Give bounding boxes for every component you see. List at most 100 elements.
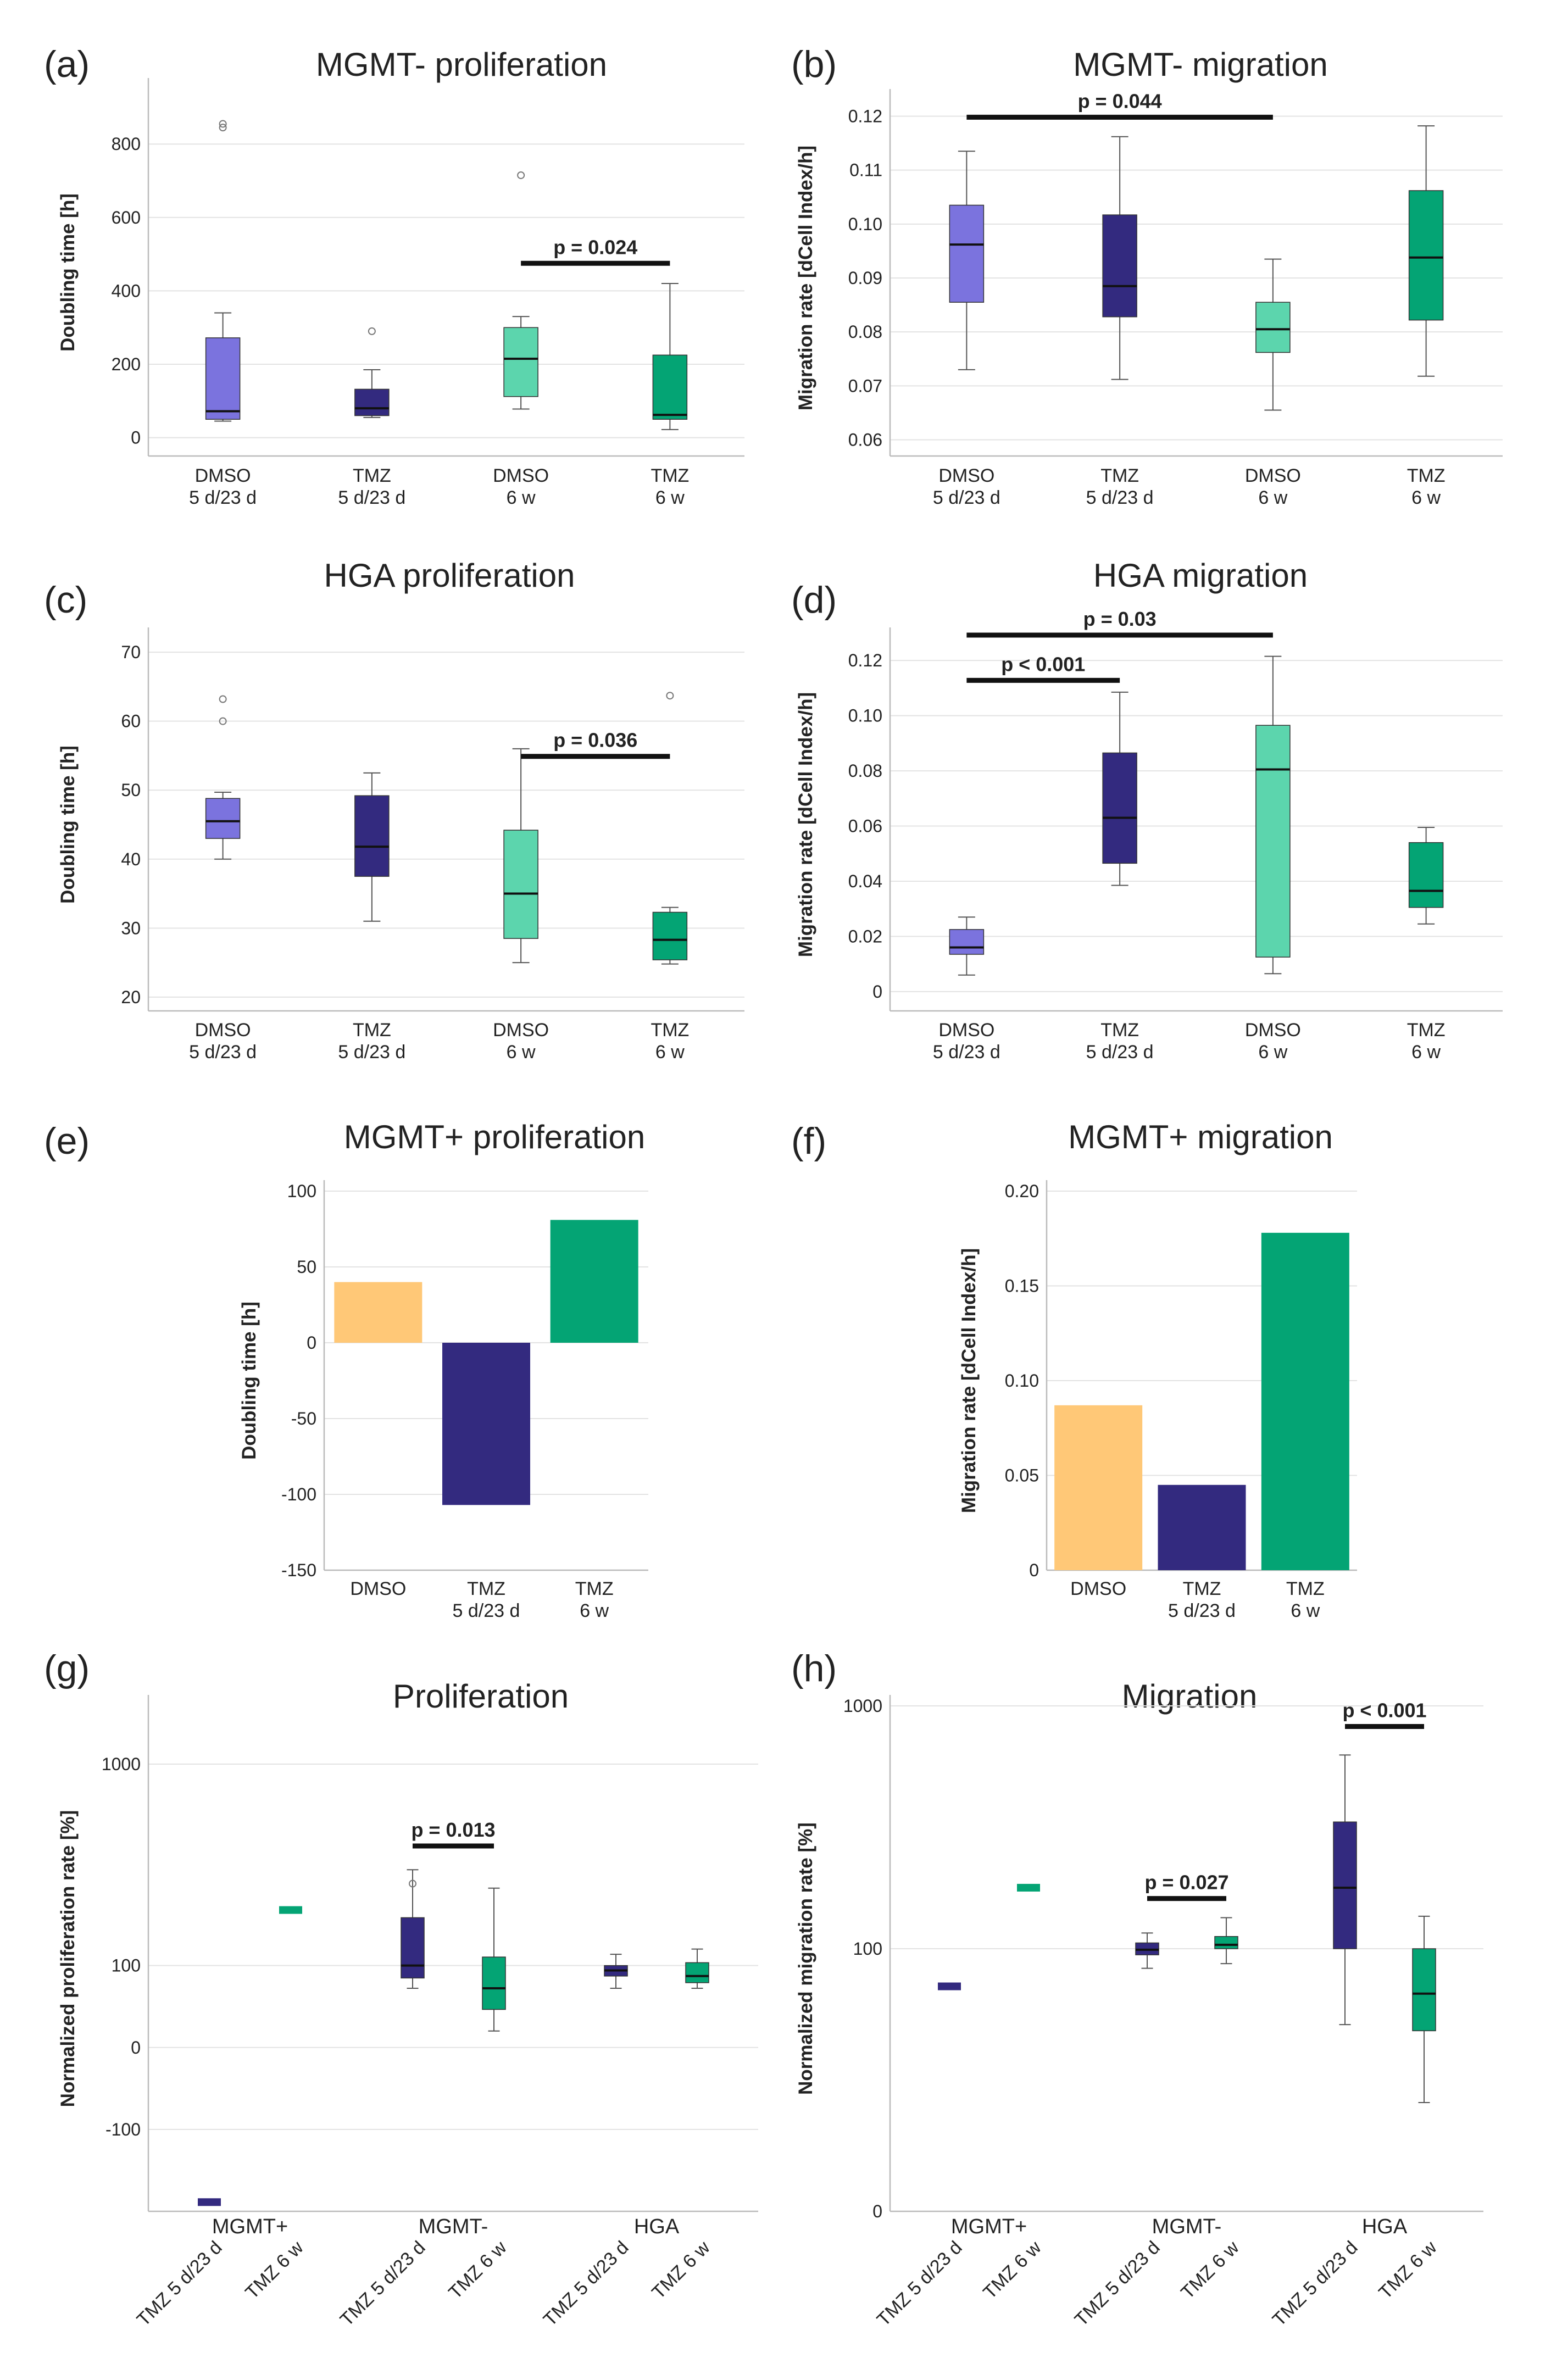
x-tick-g-0: TMZ 5 d/23 d bbox=[133, 2237, 226, 2331]
y-tick-f-0: 0 bbox=[1029, 1560, 1039, 1580]
y-tick-g-3: 1000 bbox=[102, 1754, 141, 1774]
x-tick-h-2: TMZ 5 d/23 d bbox=[1071, 2237, 1164, 2331]
outlier-c-3-0 bbox=[666, 692, 674, 700]
panel-h: (h) Migration Normalized migration rate [%… bbox=[791, 1648, 1483, 2331]
y-tick-c-2: 40 bbox=[121, 849, 141, 869]
box-b-2 bbox=[1255, 302, 1291, 353]
x-tick-f-0: DMSO bbox=[1070, 1578, 1126, 1599]
x-tick-g-3: TMZ 6 w bbox=[444, 2237, 511, 2303]
outlier-c-0-0 bbox=[219, 717, 227, 725]
y-tick-f-4: 0.20 bbox=[1005, 1181, 1039, 1201]
y-axis-label-g: Normalized proliferation rate [%] bbox=[57, 1810, 79, 2107]
x-tick-a-0: DMSO 5 d/23 d bbox=[189, 465, 257, 508]
significance-label-h-1: p < 0.001 bbox=[1342, 1699, 1426, 1721]
group-label-h-2: HGA bbox=[1362, 2215, 1408, 2238]
outlier-a-1-0 bbox=[368, 327, 376, 335]
x-tick-b-2: DMSO 6 w bbox=[1245, 465, 1301, 508]
box-h-3 bbox=[1214, 1936, 1238, 1949]
y-tick-c-4: 60 bbox=[121, 711, 141, 731]
box-d-3 bbox=[1408, 842, 1444, 908]
box-g-5 bbox=[685, 1962, 709, 1983]
outlier-a-0-0 bbox=[219, 124, 227, 132]
y-tick-g-2: 100 bbox=[112, 1956, 141, 1976]
box-h-4 bbox=[1333, 1821, 1357, 1949]
chart-title-h: Migration bbox=[1122, 1678, 1258, 1715]
significance-label-h-0: p = 0.027 bbox=[1144, 1871, 1228, 1894]
panel-e: (e) MGMT+ proliferation Doubling time [h] -… bbox=[44, 1119, 648, 1621]
x-tick-h-1: TMZ 6 w bbox=[979, 2237, 1046, 2303]
bar-e-1 bbox=[442, 1343, 530, 1505]
y-tick-h-1: 100 bbox=[853, 1939, 882, 1959]
x-tick-c-1: TMZ 5 d/23 d bbox=[338, 1020, 405, 1063]
y-tick-b-4: 0.10 bbox=[848, 214, 882, 234]
y-axis-label-b: Migration rate [dCell Index/h] bbox=[795, 146, 816, 410]
y-tick-f-2: 0.10 bbox=[1005, 1371, 1039, 1391]
y-tick-c-0: 20 bbox=[121, 987, 141, 1007]
x-tick-b-0: DMSO 5 d/23 d bbox=[933, 465, 1000, 508]
x-tick-h-3: TMZ 6 w bbox=[1177, 2237, 1243, 2303]
x-tick-d-1: TMZ 5 d/23 d bbox=[1086, 1020, 1154, 1063]
outlier-a-0-1 bbox=[219, 120, 227, 128]
chart-title-a: MGMT- proliferation bbox=[316, 46, 607, 83]
panel-b: (b) MGMT- migration Migration rate [dCell … bbox=[791, 43, 1503, 508]
y-tick-b-3: 0.09 bbox=[848, 268, 882, 288]
y-tick-b-6: 0.12 bbox=[848, 106, 882, 126]
y-axis-label-e: Doubling time [h] bbox=[238, 1302, 260, 1460]
y-tick-e-3: 0 bbox=[307, 1333, 316, 1353]
y-tick-g-1: 0 bbox=[131, 2038, 141, 2058]
x-tick-b-3: TMZ 6 w bbox=[1407, 465, 1446, 508]
y-axis-label-c: Doubling time [h] bbox=[57, 746, 79, 904]
x-tick-c-2: DMSO 6 w bbox=[493, 1020, 549, 1063]
x-tick-a-2: DMSO 6 w bbox=[493, 465, 549, 508]
y-tick-f-1: 0.05 bbox=[1005, 1466, 1039, 1486]
box-d-2 bbox=[1255, 725, 1291, 958]
box-b-0 bbox=[949, 204, 985, 303]
y-tick-a-2: 400 bbox=[112, 281, 141, 301]
chart-title-c: HGA proliferation bbox=[324, 557, 575, 594]
y-tick-d-0: 0 bbox=[872, 982, 882, 1002]
y-axis-label-a: Doubling time [h] bbox=[57, 193, 79, 352]
y-tick-f-3: 0.15 bbox=[1005, 1276, 1039, 1296]
x-tick-b-1: TMZ 5 d/23 d bbox=[1086, 465, 1154, 508]
x-tick-a-1: TMZ 5 d/23 d bbox=[338, 465, 405, 508]
x-tick-d-2: DMSO 6 w bbox=[1245, 1020, 1301, 1063]
outlier-c-0-1 bbox=[219, 695, 227, 703]
y-tick-a-0: 0 bbox=[131, 428, 141, 448]
box-c-0 bbox=[205, 798, 241, 839]
panel-f: (f) MGMT+ migration Migration rate [dCell … bbox=[791, 1119, 1357, 1621]
panel-a: (a) MGMT- proliferation Doubling time [h] 0… bbox=[44, 43, 744, 508]
chart-title-e: MGMT+ proliferation bbox=[344, 1119, 646, 1155]
y-axis-label-f: Migration rate [dCell Index/h] bbox=[958, 1248, 980, 1513]
x-tick-e-2: TMZ 6 w bbox=[575, 1578, 614, 1621]
x-tick-c-0: DMSO 5 d/23 d bbox=[189, 1020, 257, 1063]
y-tick-a-3: 600 bbox=[112, 208, 141, 227]
box-d-1 bbox=[1102, 752, 1137, 864]
x-tick-e-0: DMSO bbox=[350, 1578, 406, 1599]
box-h-0 bbox=[938, 1982, 961, 1990]
y-tick-h-2: 1000 bbox=[843, 1696, 882, 1716]
y-tick-d-6: 0.12 bbox=[848, 650, 882, 670]
outlier-a-2-0 bbox=[517, 171, 525, 179]
y-tick-b-5: 0.11 bbox=[849, 160, 882, 180]
panel-label-e: (e) bbox=[44, 1120, 90, 1162]
x-tick-g-4: TMZ 5 d/23 d bbox=[540, 2237, 633, 2331]
y-tick-e-2: -50 bbox=[291, 1409, 316, 1428]
group-label-g-2: HGA bbox=[634, 2215, 680, 2238]
x-tick-d-3: TMZ 6 w bbox=[1407, 1020, 1446, 1063]
x-tick-d-0: DMSO 5 d/23 d bbox=[933, 1020, 1000, 1063]
group-label-g-0: MGMT+ bbox=[212, 2215, 288, 2238]
panel-label-f: (f) bbox=[791, 1120, 826, 1162]
bar-e-0 bbox=[334, 1282, 423, 1343]
y-axis-label-d: Migration rate [dCell Index/h] bbox=[795, 692, 816, 957]
y-tick-b-1: 0.07 bbox=[848, 376, 882, 396]
y-tick-g-0: -100 bbox=[105, 2120, 141, 2139]
y-tick-e-4: 50 bbox=[297, 1257, 316, 1277]
y-tick-e-5: 100 bbox=[287, 1181, 316, 1201]
chart-title-f: MGMT+ migration bbox=[1068, 1119, 1333, 1155]
significance-label-d-0: p < 0.001 bbox=[1001, 653, 1085, 675]
panel-d: (d) HGA migration Migration rate [dCell In… bbox=[791, 557, 1503, 1063]
bar-f-0 bbox=[1054, 1405, 1143, 1570]
y-tick-d-1: 0.02 bbox=[848, 926, 882, 946]
box-c-2 bbox=[503, 830, 538, 939]
